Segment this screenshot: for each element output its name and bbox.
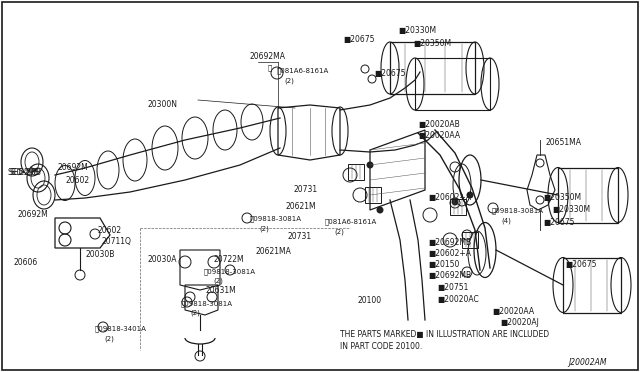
Text: 20621MA: 20621MA	[256, 247, 292, 256]
Text: Ⓝ09818-3081A: Ⓝ09818-3081A	[204, 268, 256, 275]
Text: ■20350M: ■20350M	[413, 39, 451, 48]
Text: IN PART CODE 20100.: IN PART CODE 20100.	[340, 342, 422, 351]
Text: SEC.20B: SEC.20B	[10, 168, 42, 177]
Text: ■20692MB: ■20692MB	[428, 271, 471, 280]
Text: (4): (4)	[501, 217, 511, 224]
Text: Ⓝ09818-3081A: Ⓝ09818-3081A	[181, 300, 233, 307]
Text: Ⓑ081A6-8161A: Ⓑ081A6-8161A	[277, 67, 329, 74]
Text: THE PARTS MARKED■ IN ILLUSTRATION ARE INCLUDED: THE PARTS MARKED■ IN ILLUSTRATION ARE IN…	[340, 330, 549, 339]
Text: (2): (2)	[259, 225, 269, 231]
Text: ■20602+A: ■20602+A	[428, 193, 471, 202]
Text: 20722M: 20722M	[213, 255, 244, 264]
Text: ■20692MB: ■20692MB	[428, 238, 471, 247]
Text: 20300N: 20300N	[148, 100, 178, 109]
Text: (2): (2)	[213, 278, 223, 285]
Text: Ⓝ09818-3401A: Ⓝ09818-3401A	[95, 325, 147, 331]
Text: ■20020AB: ■20020AB	[418, 120, 460, 129]
Text: ■20020AC: ■20020AC	[437, 295, 479, 304]
Text: 20711Q: 20711Q	[101, 237, 131, 246]
Text: Ⓑ: Ⓑ	[268, 65, 272, 71]
Text: (2): (2)	[284, 77, 294, 83]
Text: J20002AM: J20002AM	[568, 358, 607, 367]
Text: 20651MA: 20651MA	[546, 138, 582, 147]
Text: ■20602+A: ■20602+A	[428, 249, 471, 258]
Text: (2): (2)	[334, 228, 344, 234]
Text: 20621M: 20621M	[286, 202, 317, 211]
Text: ■20675: ■20675	[374, 69, 406, 78]
Text: (2): (2)	[190, 310, 200, 317]
Text: ■20150: ■20150	[428, 260, 460, 269]
Text: 20606: 20606	[14, 258, 38, 267]
Text: 20100: 20100	[357, 296, 381, 305]
Text: ■20675: ■20675	[543, 218, 575, 227]
Text: 20631M: 20631M	[205, 286, 236, 295]
Circle shape	[452, 199, 458, 205]
Text: 20602: 20602	[66, 176, 90, 185]
Text: 20731: 20731	[288, 232, 312, 241]
Circle shape	[467, 192, 473, 198]
Text: 20692MA: 20692MA	[250, 52, 286, 61]
Text: ■20020AJ: ■20020AJ	[500, 318, 539, 327]
Text: ■20020AA: ■20020AA	[418, 131, 460, 140]
Text: 20030B: 20030B	[86, 250, 115, 259]
Text: ■20330M: ■20330M	[398, 26, 436, 35]
Circle shape	[377, 207, 383, 213]
Text: 20602: 20602	[97, 226, 121, 235]
Text: ■20350M: ■20350M	[543, 193, 581, 202]
Text: ■20675: ■20675	[565, 260, 596, 269]
Text: 20030A: 20030A	[148, 255, 177, 264]
Circle shape	[367, 162, 373, 168]
Text: 20692M: 20692M	[18, 210, 49, 219]
Text: ■20751: ■20751	[437, 283, 468, 292]
Text: 20692M: 20692M	[57, 163, 88, 172]
Text: (2): (2)	[104, 335, 114, 341]
Text: ■20330M: ■20330M	[552, 205, 590, 214]
Text: Ⓝ09818-3081A: Ⓝ09818-3081A	[250, 215, 302, 222]
Text: Ⓝ09818-3081A: Ⓝ09818-3081A	[492, 207, 544, 214]
Text: Ⓑ081A6-8161A: Ⓑ081A6-8161A	[325, 218, 377, 225]
Text: 20731: 20731	[293, 185, 317, 194]
Text: SEC.20B: SEC.20B	[8, 168, 40, 177]
Text: ■20675: ■20675	[343, 35, 374, 44]
Text: ■20020AA: ■20020AA	[492, 307, 534, 316]
